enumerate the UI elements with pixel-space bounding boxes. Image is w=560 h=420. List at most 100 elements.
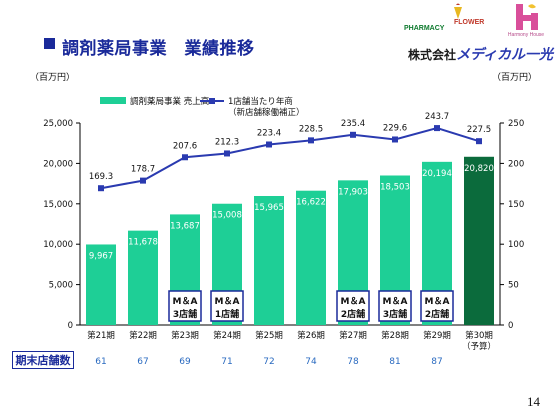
right-tick-label: 0 — [508, 321, 513, 331]
sales-bar-label: 9,967 — [89, 251, 113, 261]
ma-annotation-line1: M＆A — [215, 296, 240, 307]
left-tick-label: 5,000 — [49, 281, 73, 291]
ma-annotation-box — [378, 290, 412, 322]
revenue-per-store-label: 227.5 — [467, 125, 491, 135]
revenue-per-store-line — [100, 127, 480, 190]
category-label: 第26期 — [297, 330, 325, 341]
page-title: 調剤薬局事業 業績推移 — [62, 39, 255, 59]
revenue-per-store-label: 223.4 — [257, 128, 281, 138]
legend-swatch-sales — [100, 97, 126, 104]
revenue-per-store-point — [392, 136, 398, 143]
flower-icon — [454, 3, 462, 19]
logo-flower-text: FLOWER — [454, 19, 485, 26]
left-tick-label: 20,000 — [43, 159, 73, 169]
ma-annotation-line2: 3店舗 — [173, 308, 197, 320]
ma-annotation-box — [210, 290, 244, 322]
category-label: 第28期 — [381, 330, 409, 341]
category-label: 第23期 — [171, 330, 199, 341]
company-prefix: 株式会社 — [408, 48, 457, 62]
ma-annotation-line1: M＆A — [383, 296, 408, 307]
ma-annotation-box — [336, 290, 370, 322]
ma-annotation-line2: 1店舗 — [215, 308, 239, 320]
sales-bar-label: 17,903 — [338, 187, 368, 197]
revenue-per-store-label: 212.3 — [215, 137, 239, 147]
page-number: 14 — [527, 394, 540, 409]
sales-bar — [128, 230, 158, 325]
ma-annotation-line2: 2店舗 — [341, 308, 365, 320]
logo-harmony-text: Harmony House — [507, 32, 545, 38]
right-tick-label: 250 — [508, 119, 524, 129]
store-count-value: 78 — [347, 357, 359, 367]
company-name: 株式会社メディカル一光 — [408, 44, 553, 64]
category-note: （予算） — [462, 341, 496, 352]
store-count-value: 69 — [179, 357, 191, 367]
sales-bar — [86, 244, 116, 325]
sales-bar-label: 20,194 — [422, 169, 452, 179]
harmony-h-icon — [516, 4, 538, 30]
store-count-value: 72 — [263, 357, 274, 367]
title-bullet — [44, 38, 55, 49]
sales-bar-label: 15,965 — [254, 203, 284, 213]
revenue-per-store-label: 229.6 — [383, 123, 407, 133]
ma-annotation-line1: M＆A — [173, 296, 198, 307]
company-brand: メディカル一光 — [456, 47, 554, 63]
legend-label-line: 1店舗当たり年商 — [228, 96, 293, 107]
logo-pharmacy-text: PHARMACY — [404, 25, 445, 32]
harmony-house-logo: Harmony House — [506, 2, 546, 42]
legend-label-line-note: （新店舗稼働補正） — [228, 107, 305, 118]
sales-bar — [464, 156, 494, 325]
left-tick-label: 0 — [68, 321, 73, 331]
sales-bar — [254, 196, 284, 325]
left-axis-unit: （百万円） — [30, 72, 75, 83]
revenue-per-store-point — [224, 150, 230, 157]
revenue-per-store-label: 243.7 — [425, 112, 449, 122]
right-axis-unit: （百万円） — [492, 72, 537, 83]
revenue-per-store-point — [266, 141, 272, 148]
revenue-per-store-point — [140, 177, 146, 184]
store-count-value: 61 — [95, 357, 106, 367]
legend-swatch-marker — [209, 98, 215, 104]
left-tick-label: 25,000 — [43, 119, 73, 129]
category-label: 第30期 — [465, 330, 493, 341]
sales-bar-label: 11,678 — [128, 238, 158, 248]
ma-annotation-line1: M＆A — [341, 296, 366, 307]
category-label: 第29期 — [423, 330, 451, 341]
ma-annotation-box — [420, 290, 454, 322]
store-count-value: 87 — [431, 357, 442, 367]
sales-bar-label: 13,687 — [170, 221, 200, 231]
revenue-per-store-label: 207.6 — [173, 141, 197, 151]
category-label: 第22期 — [129, 330, 157, 341]
store-count-value: 71 — [221, 357, 232, 367]
store-count-value: 67 — [137, 357, 148, 367]
revenue-per-store-point — [182, 154, 188, 161]
sales-bar-label: 20,820 — [464, 164, 494, 174]
category-label: 第25期 — [255, 330, 283, 341]
sales-bar — [296, 190, 326, 325]
revenue-per-store-label: 178.7 — [131, 165, 155, 175]
revenue-per-store-point — [350, 131, 356, 138]
category-label: 第21期 — [87, 330, 115, 341]
ma-annotation-box — [168, 290, 202, 322]
right-tick-label: 150 — [508, 200, 524, 210]
category-label: 第27期 — [339, 330, 367, 341]
revenue-per-store-point — [308, 137, 314, 144]
pharmacy-flower-logo: PHARMACY FLOWER — [404, 3, 484, 41]
revenue-per-store-label: 228.5 — [299, 124, 323, 134]
store-count-label: 期末店舗数 — [12, 351, 74, 369]
ma-annotation-line2: 3店舗 — [383, 308, 407, 320]
revenue-per-store-point — [476, 138, 482, 145]
ma-annotation-line2: 2店舗 — [425, 308, 449, 320]
category-label: 第24期 — [213, 330, 241, 341]
right-tick-label: 200 — [508, 159, 524, 169]
revenue-per-store-label: 235.4 — [341, 119, 365, 129]
store-count-value: 81 — [389, 357, 400, 367]
revenue-per-store-point — [434, 125, 440, 132]
right-tick-label: 50 — [508, 281, 519, 291]
store-count-value: 74 — [305, 357, 317, 367]
left-tick-label: 10,000 — [43, 240, 73, 250]
sales-bar-label: 18,503 — [380, 182, 410, 192]
right-tick-label: 100 — [508, 240, 524, 250]
legend-label-sales: 調剤薬局事業 売上高 — [130, 96, 209, 107]
sales-bar-label: 15,008 — [212, 211, 242, 221]
